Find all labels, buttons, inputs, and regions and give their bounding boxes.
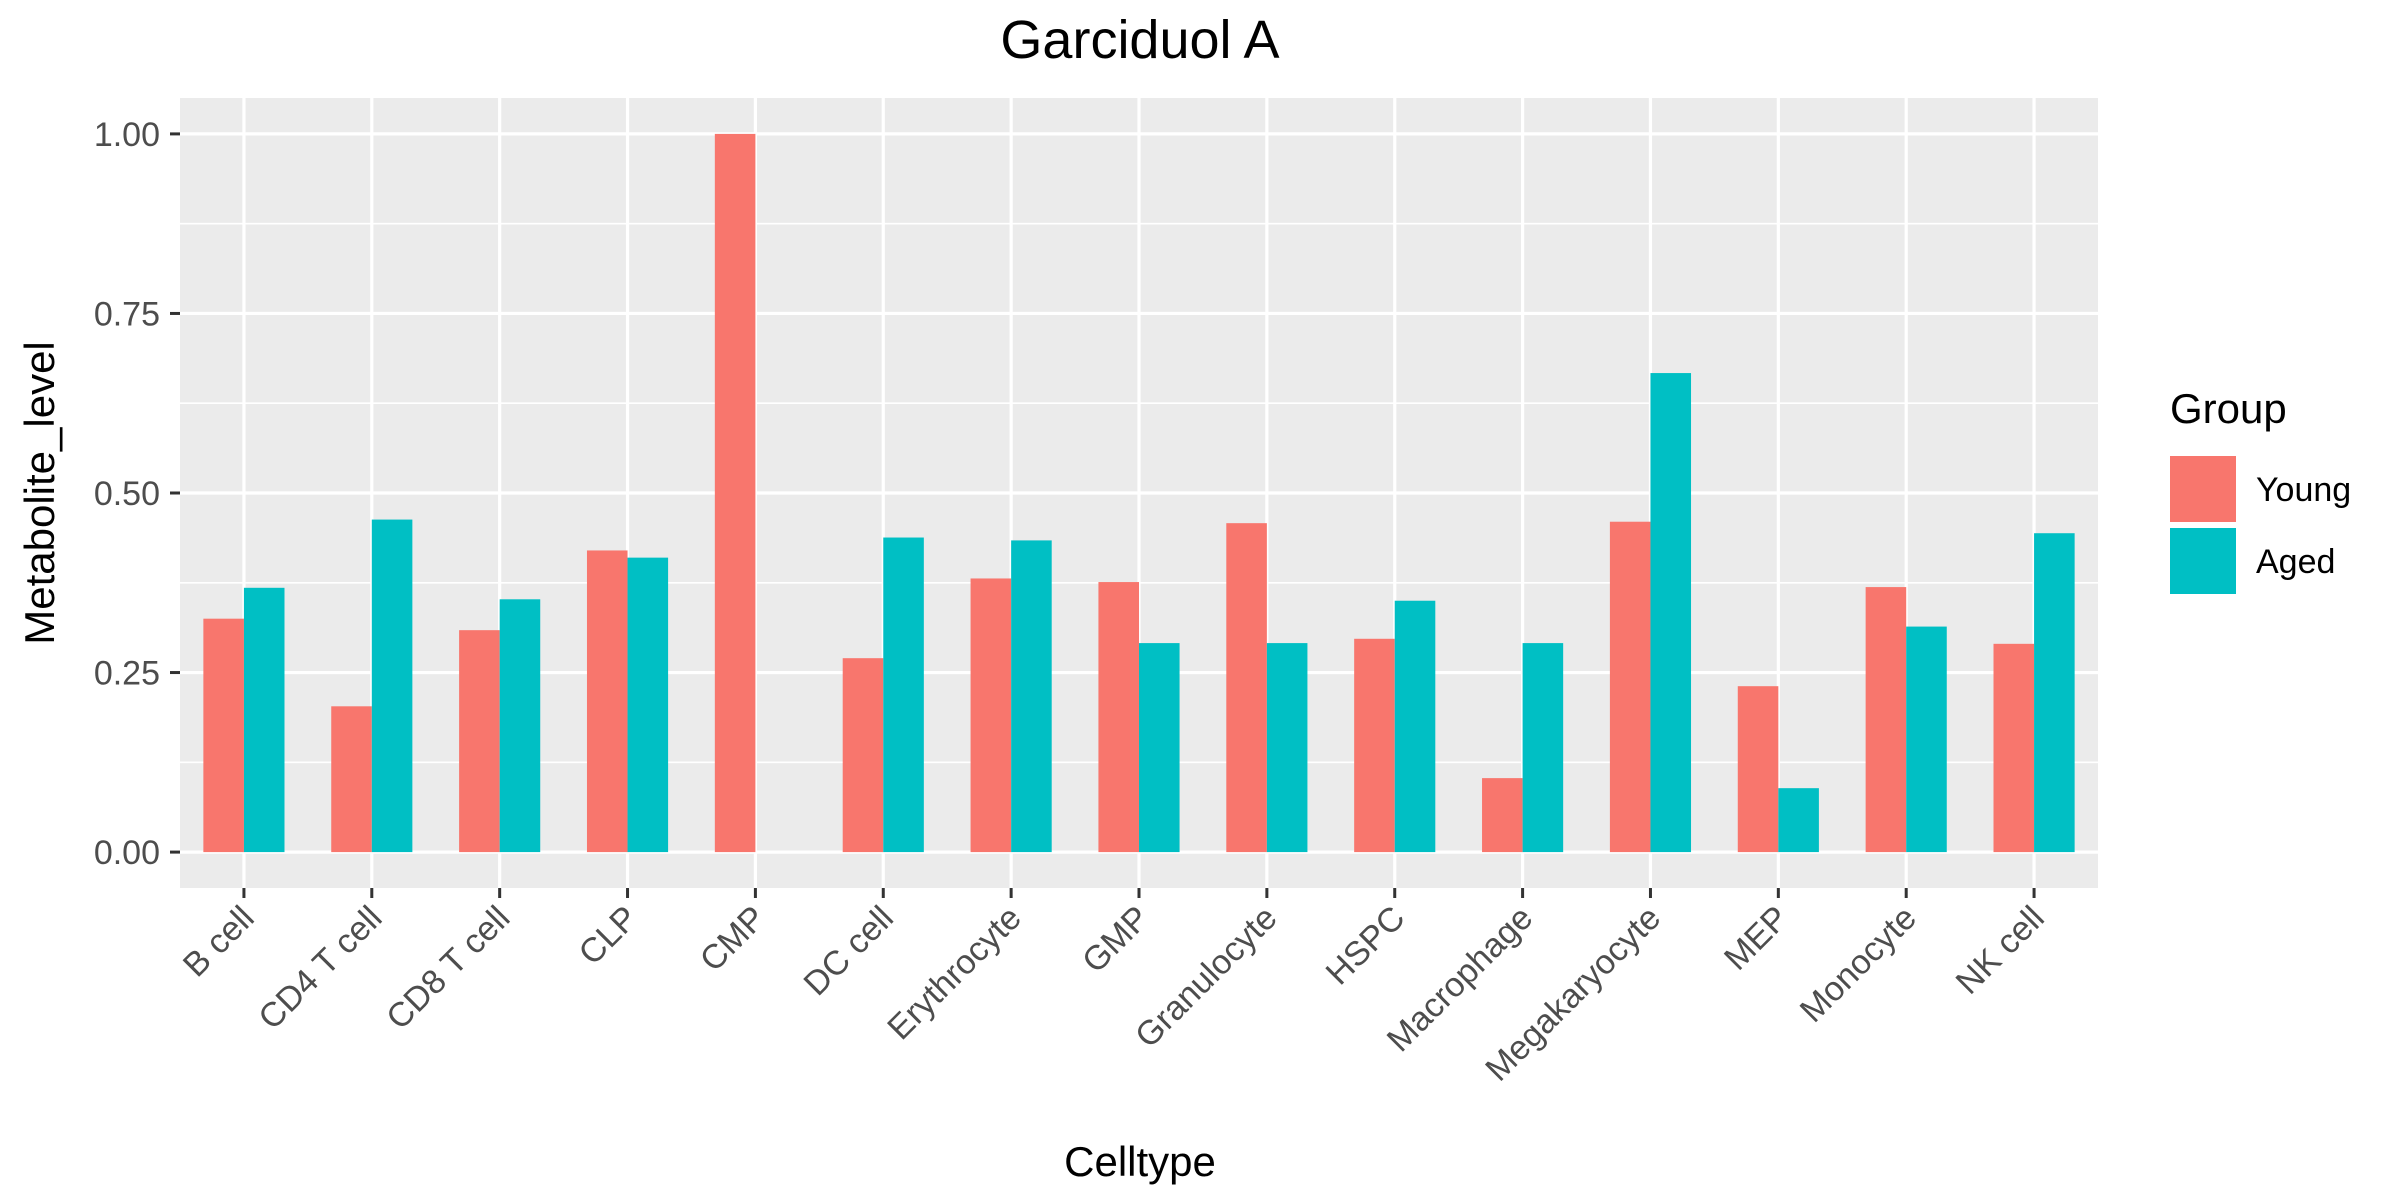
bar-aged-nk-cell: [2034, 533, 2075, 853]
bar-aged-clp: [627, 557, 669, 853]
bar-aged-gmp: [1139, 643, 1180, 853]
bar-young-erythrocyte: [970, 578, 1012, 853]
chart-title: Garciduol A: [1000, 10, 1279, 70]
y-axis-label: Metabolite_level: [16, 341, 63, 645]
bar-aged-dc-cell: [883, 537, 924, 853]
bar-young-gmp: [1098, 582, 1139, 853]
bar-young-cmp: [714, 133, 756, 853]
bar-aged-cd8-t-cell: [499, 599, 541, 853]
legend-label-aged: Aged: [2256, 543, 2335, 581]
bar-young-dc-cell: [842, 658, 884, 853]
bar-young-nk-cell: [1993, 643, 2035, 853]
y-tick-label: 1.00: [94, 116, 160, 154]
bars: [203, 133, 2075, 853]
y-tick-label: 0.75: [94, 295, 160, 333]
bar-aged-mep: [1778, 788, 1819, 853]
x-tick-label: NK cell: [1949, 899, 2052, 1002]
x-tick-label: CMP: [693, 899, 773, 979]
y-tick-label: 0.00: [94, 834, 160, 872]
x-tick-label: B cell: [176, 899, 262, 985]
bar-aged-granulocyte: [1266, 643, 1308, 853]
bar-aged-b-cell: [243, 587, 285, 853]
legend: Group Young Aged: [2170, 385, 2351, 594]
bar-young-megakaryocyte: [1609, 521, 1651, 853]
x-tick-label: CD8 T cell: [379, 899, 517, 1037]
bar-young-cd8-t-cell: [459, 630, 500, 853]
x-tick-label: Erythrocyte: [880, 899, 1028, 1047]
x-tick-label: HSPC: [1319, 899, 1413, 993]
bar-young-hspc: [1354, 638, 1395, 853]
bar-young-b-cell: [203, 618, 244, 853]
y-axis: 0.00 0.25 0.50 0.75 1.00: [94, 116, 180, 872]
bar-young-monocyte: [1865, 587, 1907, 853]
bar-aged-megakaryocyte: [1650, 373, 1692, 853]
y-tick-label: 0.25: [94, 655, 160, 693]
legend-title: Group: [2170, 385, 2287, 432]
bar-young-clp: [586, 550, 628, 853]
x-tick-label: CLP: [572, 899, 646, 973]
y-tick-label: 0.50: [94, 475, 160, 513]
x-tick-label: DC cell: [797, 899, 901, 1003]
bar-young-mep: [1737, 686, 1779, 853]
legend-key-young: [2170, 456, 2236, 522]
x-tick-label: Monocyte: [1793, 899, 1924, 1030]
x-axis-label: Celltype: [1064, 1138, 1216, 1185]
x-tick-label: GMP: [1075, 899, 1157, 981]
bar-aged-erythrocyte: [1011, 540, 1052, 853]
bar-young-granulocyte: [1226, 523, 1267, 853]
legend-key-aged: [2170, 528, 2236, 594]
bar-aged-cd4-t-cell: [371, 519, 413, 853]
bar-young-cd4-t-cell: [331, 706, 372, 853]
legend-label-young: Young: [2256, 471, 2351, 509]
bar-aged-macrophage: [1522, 643, 1564, 853]
bar-young-macrophage: [1482, 778, 1523, 853]
bar-aged-monocyte: [1906, 626, 1947, 853]
x-tick-label: MEP: [1717, 899, 1796, 978]
bar-aged-hspc: [1394, 600, 1436, 853]
x-tick-label: CD4 T cell: [251, 899, 389, 1037]
